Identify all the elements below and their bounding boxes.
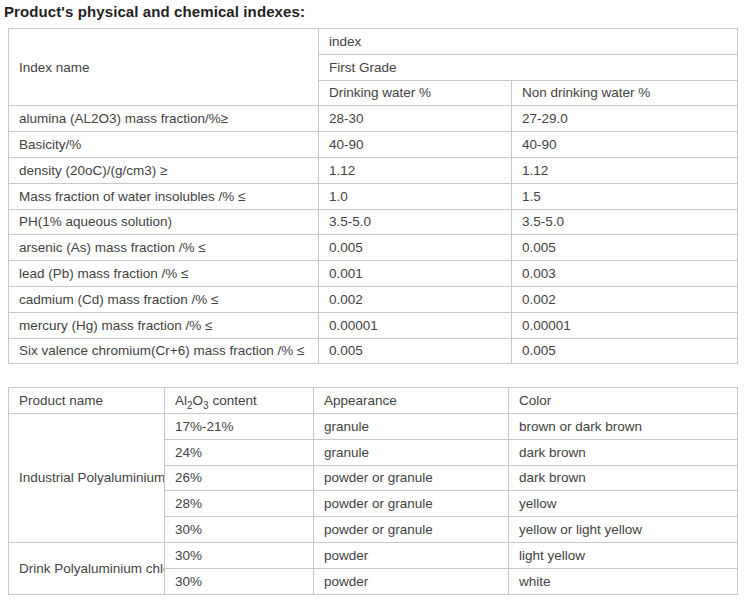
al2o3-content-value: 26%: [165, 465, 314, 491]
drinking-water-value: 0.005: [319, 235, 512, 261]
drinking-water-value: 3.5-5.0: [319, 209, 512, 235]
color-value: yellow or light yellow: [509, 517, 738, 543]
color-value: white: [509, 568, 738, 594]
index-row-label: PH(1% aqueous solution): [9, 209, 319, 235]
al2o3-text: O: [193, 393, 204, 408]
appearance-value: powder or granule: [314, 465, 509, 491]
table-row: cadmium (Cd) mass fraction /% ≤ 0.002 0.…: [9, 286, 738, 312]
table-row: Index name index: [9, 29, 738, 55]
table-row: Basicity/% 40-90 40-90: [9, 132, 738, 158]
drinking-water-value: 40-90: [319, 132, 512, 158]
table-row: arsenic (As) mass fraction /% ≤ 0.005 0.…: [9, 235, 738, 261]
drinking-water-value: 1.12: [319, 157, 512, 183]
index-name-header-cell: Index name: [9, 29, 319, 106]
al2o3-content-value: 17%-21%: [165, 413, 314, 439]
product-name-column-header: Product name: [9, 388, 165, 414]
appearance-value: powder or granule: [314, 517, 509, 543]
color-value: yellow: [509, 491, 738, 517]
appearance-value: granule: [314, 413, 509, 439]
page-title: Product's physical and chemical indexes:: [4, 3, 305, 20]
non-drinking-water-value: 27-29.0: [512, 106, 738, 132]
index-row-label: lead (Pb) mass fraction /% ≤: [9, 261, 319, 287]
non-drinking-water-value: 0.002: [512, 286, 738, 312]
drinking-water-value: 0.005: [319, 338, 512, 364]
table-row: Six valence chromium(Cr+6) mass fraction…: [9, 338, 738, 364]
index-row-label: alumina (AL2O3) mass fraction/%≥: [9, 106, 319, 132]
non-drinking-water-value: 0.005: [512, 338, 738, 364]
non-drinking-water-value: 1.5: [512, 183, 738, 209]
appearance-value: granule: [314, 439, 509, 465]
al2o3-text: Al: [175, 393, 187, 408]
color-value: dark brown: [509, 439, 738, 465]
al2o3-content-value: 28%: [165, 491, 314, 517]
color-value: light yellow: [509, 543, 738, 569]
non-drinking-water-value: 1.12: [512, 157, 738, 183]
drinking-water-value: 28-30: [319, 106, 512, 132]
table-row: density (20oC)/(g/cm3) ≥ 1.12 1.12: [9, 157, 738, 183]
table-row: mercury (Hg) mass fraction /% ≤ 0.00001 …: [9, 312, 738, 338]
non-drinking-water-value: 40-90: [512, 132, 738, 158]
table-row: Drink Polyaluminium chloride 30% powder …: [9, 543, 738, 569]
appearance-value: powder: [314, 543, 509, 569]
table-row: PH(1% aqueous solution) 3.5-5.0 3.5-5.0: [9, 209, 738, 235]
index-row-label: density (20oC)/(g/cm3) ≥: [9, 157, 319, 183]
index-row-label: Basicity/%: [9, 132, 319, 158]
drinking-water-value: 1.0: [319, 183, 512, 209]
color-value: dark brown: [509, 465, 738, 491]
color-column-header: Color: [509, 388, 738, 414]
drinking-water-value: 0.001: [319, 261, 512, 287]
index-row-label: cadmium (Cd) mass fraction /% ≤: [9, 286, 319, 312]
drinking-water-column-header: Drinking water %: [319, 80, 512, 106]
non-drinking-water-value: 0.003: [512, 261, 738, 287]
al2o3-content-value: 30%: [165, 568, 314, 594]
drink-product-name-cell: Drink Polyaluminium chloride: [9, 543, 165, 595]
non-drinking-water-value: 0.00001: [512, 312, 738, 338]
al2o3-text: content: [209, 393, 257, 408]
table-row: Product name Al2O3 content Appearance Co…: [9, 388, 738, 414]
product-variants-table: Product name Al2O3 content Appearance Co…: [8, 387, 738, 595]
non-drinking-water-value: 0.005: [512, 235, 738, 261]
al2o3-content-value: 24%: [165, 439, 314, 465]
index-header-cell: index: [319, 29, 738, 55]
drinking-water-value: 0.00001: [319, 312, 512, 338]
index-row-label: mercury (Hg) mass fraction /% ≤: [9, 312, 319, 338]
appearance-value: powder or granule: [314, 491, 509, 517]
al2o3-content-value: 30%: [165, 517, 314, 543]
index-row-label: Six valence chromium(Cr+6) mass fraction…: [9, 338, 319, 364]
al2o3-content-column-header: Al2O3 content: [165, 388, 314, 414]
index-row-label: Mass fraction of water insolubles /% ≤: [9, 183, 319, 209]
al2o3-content-value: 30%: [165, 543, 314, 569]
table-row: alumina (AL2O3) mass fraction/%≥ 28-30 2…: [9, 106, 738, 132]
table-row: Industrial Polyaluminium chloride 17%-21…: [9, 413, 738, 439]
appearance-column-header: Appearance: [314, 388, 509, 414]
drinking-water-value: 0.002: [319, 286, 512, 312]
appearance-value: powder: [314, 568, 509, 594]
non-drinking-water-value: 3.5-5.0: [512, 209, 738, 235]
industrial-product-name-cell: Industrial Polyaluminium chloride: [9, 413, 165, 542]
table-row: Mass fraction of water insolubles /% ≤ 1…: [9, 183, 738, 209]
index-row-label: arsenic (As) mass fraction /% ≤: [9, 235, 319, 261]
table-row: lead (Pb) mass fraction /% ≤ 0.001 0.003: [9, 261, 738, 287]
color-value: brown or dark brown: [509, 413, 738, 439]
first-grade-header-cell: First Grade: [319, 54, 738, 80]
physical-chemical-indexes-table: Index name index First Grade Drinking wa…: [8, 28, 738, 364]
non-drinking-water-column-header: Non drinking water %: [512, 80, 738, 106]
